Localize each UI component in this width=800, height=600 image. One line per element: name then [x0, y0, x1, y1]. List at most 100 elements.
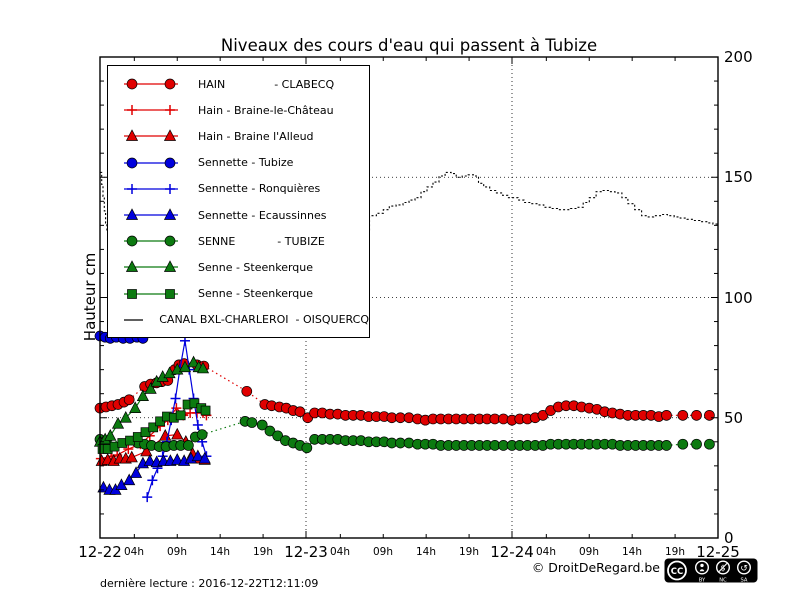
marker-circle: [691, 409, 702, 421]
series-senne-tubize: [94, 416, 715, 454]
sa-sharealike-icon: [736, 560, 751, 575]
cc-logo-icon: [667, 560, 687, 581]
legend-entry-hain-braine-l-alleud: Hain - Braine l'Alleud: [120, 123, 369, 149]
series-senne-steenkerque-triangle: [93, 355, 210, 447]
legend-label: Sennette - Tubize: [198, 156, 294, 170]
marker-triangle: [191, 449, 204, 462]
marker-triangle: [196, 361, 210, 374]
by-label: BY: [699, 577, 706, 583]
legend-marker: [164, 157, 176, 169]
series-sennette-ecaussinnes: [97, 449, 211, 495]
cc-license-badge: CC BY $ NC ↺ SA: [664, 558, 758, 583]
marker-circle: [704, 438, 715, 450]
marker-triangle: [104, 429, 117, 441]
legend-label: Hain - Braine l'Alleud: [198, 129, 314, 143]
marker-triangle: [178, 360, 192, 373]
footer-status: dernière lecture : 2016-12-22T12:11:09 d…: [100, 554, 318, 600]
marker-triangle: [119, 410, 132, 423]
marker-triangle: [125, 450, 138, 463]
legend-marker: [125, 260, 139, 273]
series-line-dotted: [128, 386, 145, 401]
last-reading-text: dernière lecture : 2016-12-22T12:11:09: [100, 577, 319, 590]
legend-marker: [163, 208, 177, 220]
legend-marker: [125, 208, 139, 220]
cc-logo-text: CC: [671, 567, 683, 577]
series-hain-clabecq: [94, 358, 715, 426]
legend-marker-sample: [124, 288, 178, 299]
legend-label: Sennette - Ronquières: [198, 182, 321, 196]
marker-circle: [294, 406, 306, 418]
legend-entry-sennette-ecaussinnes: Sennette - Ecaussinnes: [120, 202, 369, 228]
marker-triangle: [129, 401, 142, 413]
legend-marker: [125, 129, 139, 142]
legend-label: Sennette - Ecaussinnes: [198, 208, 327, 222]
marker-circle: [123, 394, 135, 406]
legend-entry-sennette-ronquieres: Sennette - Ronquières: [120, 176, 369, 202]
marker-circle: [301, 442, 313, 454]
nc-strike-line: [718, 562, 728, 573]
legend-marker: [126, 78, 138, 90]
legend-entry-senne-steenkerque-triangle: Senne - Steenkerque: [120, 254, 369, 280]
cc-badge-background: [664, 558, 758, 583]
legend-box: HAIN - CLABECQ Hain - Braine-le-Château Ha…: [107, 65, 370, 338]
legend-entry-senne-tubize: SENNE - TUBIZE: [120, 228, 369, 254]
marker-triangle: [198, 451, 211, 464]
marker-circle: [537, 409, 549, 421]
marker-circle: [264, 425, 276, 437]
marker-triangle: [136, 389, 149, 401]
legend-marker-sample: [124, 319, 144, 321]
marker-circle: [677, 438, 689, 450]
series-line-dotted: [201, 420, 253, 436]
legend-marker: [165, 288, 175, 299]
sa-arrow-glyph: ↺: [740, 564, 748, 574]
legend-entry-hain-clabecq: HAIN - CLABECQ: [120, 71, 369, 97]
legend-marker-sample: [124, 208, 178, 220]
legend-marker: [164, 235, 176, 247]
by-person-body: [699, 569, 705, 572]
legend-marker-sample: [124, 183, 178, 194]
sa-label: SA: [741, 577, 748, 583]
marker-triangle: [171, 453, 184, 465]
marker-triangle: [144, 382, 157, 394]
marker-circle: [677, 409, 689, 421]
legend-marker-sample: [124, 105, 178, 116]
legend-marker: [164, 78, 176, 90]
by-person-head: [700, 563, 704, 568]
marker-square: [175, 410, 186, 421]
legend-marker: [163, 260, 177, 273]
legend-entry-senne-steenkerque-square: Senne - Steenkerque: [120, 281, 369, 307]
legend-label: HAIN - CLABECQ: [198, 77, 335, 91]
nc-label: NC: [719, 577, 727, 583]
legend-label: Senne - Steenkerque: [198, 260, 314, 274]
legend-marker-sample: [124, 78, 178, 90]
legend-label: CANAL BXL-CHARLEROI - OISQUERCQ: [159, 313, 369, 327]
legend-marker: [163, 129, 177, 142]
marker-circle: [183, 440, 194, 451]
by-person-icon: [695, 560, 710, 575]
marker-circle: [661, 409, 672, 421]
marker-circle: [272, 430, 284, 442]
legend-marker-sample: [124, 157, 178, 169]
legend-marker: [127, 288, 137, 299]
series-line-dotted: [203, 365, 266, 405]
legend-label: Hain - Braine-le-Château: [198, 103, 334, 117]
legend-marker-sample: [124, 235, 178, 247]
legend-label: Senne - Steenkerque: [198, 287, 314, 301]
marker-triangle: [143, 454, 156, 466]
legend-marker-sample: [124, 260, 178, 273]
marker-triangle: [140, 444, 153, 457]
legend-marker-sample: [124, 129, 178, 142]
marker-circle: [196, 429, 208, 440]
legend-entry-sennette-tubize: Sennette - Tubize: [120, 150, 369, 176]
legend-label: SENNE - TUBIZE: [198, 234, 325, 248]
series-senne-steenkerque-square: [97, 398, 211, 454]
nc-dollar-icon: [716, 560, 731, 575]
chart-title: Niveaux des cours d'eau qui passent à Tu…: [220, 36, 598, 55]
marker-circle: [661, 440, 672, 451]
marker-triangle: [187, 355, 200, 368]
marker-triangle: [111, 417, 125, 429]
marker-circle: [246, 417, 258, 428]
marker-triangle: [129, 466, 143, 478]
